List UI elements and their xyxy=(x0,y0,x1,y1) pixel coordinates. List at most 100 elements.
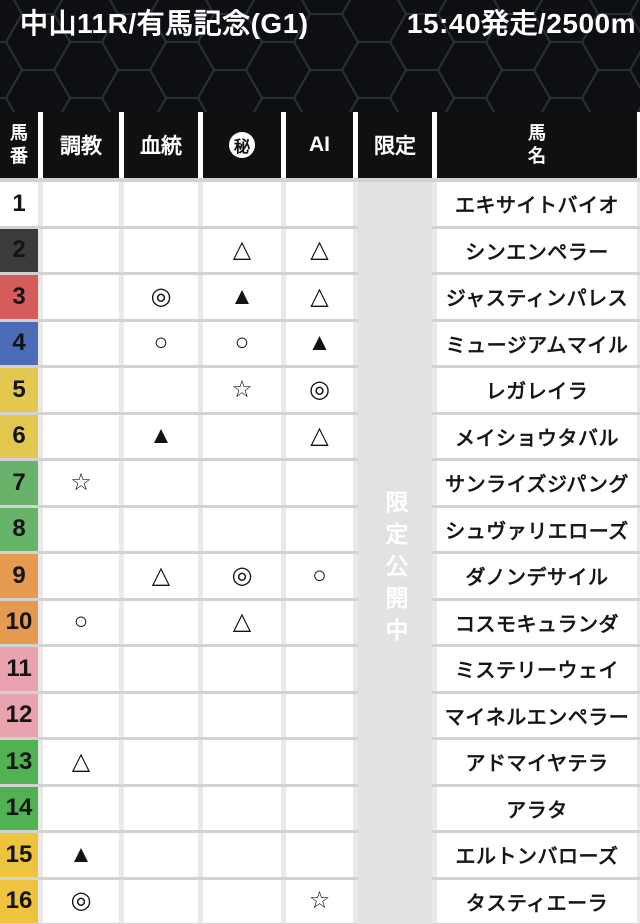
race-banner: 中山11R/有馬記念(G1) 15:40発走/2500m xyxy=(0,0,640,112)
horse-name-cell: エキサイトバイオ xyxy=(437,182,637,226)
secret-mark-cell xyxy=(203,693,281,737)
horse-name-cell: アラタ xyxy=(437,786,637,830)
bloodline-mark-cell xyxy=(124,833,198,877)
table-row: 8 シュヴァリエローズ xyxy=(0,507,640,551)
training-mark-cell: ○ xyxy=(43,600,119,644)
race-title-left: 中山11R/有馬記念(G1) xyxy=(20,8,309,39)
race-title-right: 15:40発走/2500m xyxy=(406,8,636,39)
horse-number-cell: 16 xyxy=(0,879,38,923)
ai-mark-cell xyxy=(286,693,353,737)
training-mark-cell: ☆ xyxy=(43,461,119,505)
horse-name-cell: エルトンバローズ xyxy=(437,833,637,877)
horse-number-cell: 5 xyxy=(0,368,38,412)
bloodline-mark-cell: ▲ xyxy=(124,414,198,458)
horse-name-cell: マイネルエンペラー xyxy=(437,693,637,737)
bloodline-mark-cell xyxy=(124,228,198,272)
training-mark-cell xyxy=(43,368,119,412)
table-row: 2 △ △ シンエンペラー xyxy=(0,228,640,272)
training-mark-cell xyxy=(43,647,119,691)
horse-name-cell: ジャスティンパレス xyxy=(437,275,637,319)
secret-mark-cell: ○ xyxy=(203,321,281,365)
horse-name-cell: シンエンペラー xyxy=(437,228,637,272)
training-mark-cell: ◎ xyxy=(43,879,119,923)
secret-mark-cell: △ xyxy=(203,600,281,644)
bloodline-mark-cell xyxy=(124,182,198,226)
table-row: 6 ▲ △ メイショウタバル xyxy=(0,414,640,458)
horse-number-cell: 8 xyxy=(0,507,38,551)
horse-name-cell: タスティエーラ xyxy=(437,879,637,923)
table-row: 9 △ ◎ ○ ダノンデサイル xyxy=(0,554,640,598)
training-mark-cell: ▲ xyxy=(43,833,119,877)
ai-mark-cell: ▲ xyxy=(286,321,353,365)
secret-mark-cell: ▲ xyxy=(203,275,281,319)
table-row: 15 ▲ エルトンバローズ xyxy=(0,833,640,877)
secret-mark-cell xyxy=(203,833,281,877)
ai-mark-cell: ○ xyxy=(286,554,353,598)
horse-number-cell: 13 xyxy=(0,740,38,784)
table-header: 馬 番 調教 血統 秘 AI 限定 馬 名 xyxy=(0,112,640,178)
bloodline-mark-cell: △ xyxy=(124,554,198,598)
col-header-horse-name: 馬 名 xyxy=(437,112,637,178)
col-header-secret: 秘 xyxy=(203,112,281,178)
horse-name-cell: シュヴァリエローズ xyxy=(437,507,637,551)
ai-mark-cell xyxy=(286,182,353,226)
ai-mark-cell: △ xyxy=(286,228,353,272)
bloodline-mark-cell: ○ xyxy=(124,321,198,365)
table-row: 11 ミステリーウェイ xyxy=(0,647,640,691)
ai-mark-cell: ◎ xyxy=(286,368,353,412)
horse-number-cell: 9 xyxy=(0,554,38,598)
table-row: 7 ☆ サンライズジパング xyxy=(0,461,640,505)
secret-mark-cell xyxy=(203,182,281,226)
horse-name-cell: ミステリーウェイ xyxy=(437,647,637,691)
ai-mark-cell xyxy=(286,461,353,505)
training-mark-cell xyxy=(43,275,119,319)
horse-name-cell: メイショウタバル xyxy=(437,414,637,458)
secret-mark-cell xyxy=(203,786,281,830)
secret-mark-cell xyxy=(203,740,281,784)
table-row: 13 △ アドマイヤテラ xyxy=(0,740,640,784)
honeycomb-pattern-icon xyxy=(0,0,640,112)
table-row: 4 ○ ○ ▲ ミュージアムマイル xyxy=(0,321,640,365)
col-header-horse-number: 馬 番 xyxy=(0,112,38,178)
horse-number-cell: 3 xyxy=(0,275,38,319)
secret-mark-cell: ◎ xyxy=(203,554,281,598)
horse-number-cell: 1 xyxy=(0,182,38,226)
table-row: 10 ○ △ コスモキュランダ xyxy=(0,600,640,644)
col-header-training: 調教 xyxy=(43,112,119,178)
horse-name-cell: アドマイヤテラ xyxy=(437,740,637,784)
horse-number-cell: 2 xyxy=(0,228,38,272)
horse-name-cell: ダノンデサイル xyxy=(437,554,637,598)
secret-mark-cell: ☆ xyxy=(203,368,281,412)
horse-number-cell: 10 xyxy=(0,600,38,644)
ai-mark-cell xyxy=(286,833,353,877)
secret-mark-cell xyxy=(203,507,281,551)
bloodline-mark-cell xyxy=(124,879,198,923)
limited-locked-column[interactable]: 限定公開中 xyxy=(358,182,432,924)
col-header-bloodline: 血統 xyxy=(124,112,198,178)
training-mark-cell xyxy=(43,228,119,272)
table-row: 1 エキサイトバイオ xyxy=(0,182,640,226)
table-row: 16 ◎ ☆ タスティエーラ xyxy=(0,879,640,923)
horse-name-cell: ミュージアムマイル xyxy=(437,321,637,365)
bloodline-mark-cell xyxy=(124,647,198,691)
secret-mark-cell: △ xyxy=(203,228,281,272)
training-mark-cell xyxy=(43,554,119,598)
ai-mark-cell: ☆ xyxy=(286,879,353,923)
ai-mark-cell xyxy=(286,647,353,691)
training-mark-cell xyxy=(43,507,119,551)
secret-mark-icon: 秘 xyxy=(229,132,255,158)
training-mark-cell: △ xyxy=(43,740,119,784)
table-row: 12 マイネルエンペラー xyxy=(0,693,640,737)
horse-number-cell: 14 xyxy=(0,786,38,830)
horse-number-cell: 15 xyxy=(0,833,38,877)
bloodline-mark-cell xyxy=(124,507,198,551)
bloodline-mark-cell xyxy=(124,461,198,505)
race-title: 中山11R/有馬記念(G1) 15:40発走/2500m xyxy=(0,0,640,41)
bloodline-mark-cell xyxy=(124,693,198,737)
limited-locked-label: 限定公開中 xyxy=(382,490,408,650)
training-mark-cell xyxy=(43,786,119,830)
bloodline-mark-cell xyxy=(124,600,198,644)
ai-mark-cell xyxy=(286,786,353,830)
table-row: 3 ◎ ▲ △ ジャスティンパレス xyxy=(0,275,640,319)
ai-mark-cell: △ xyxy=(286,275,353,319)
